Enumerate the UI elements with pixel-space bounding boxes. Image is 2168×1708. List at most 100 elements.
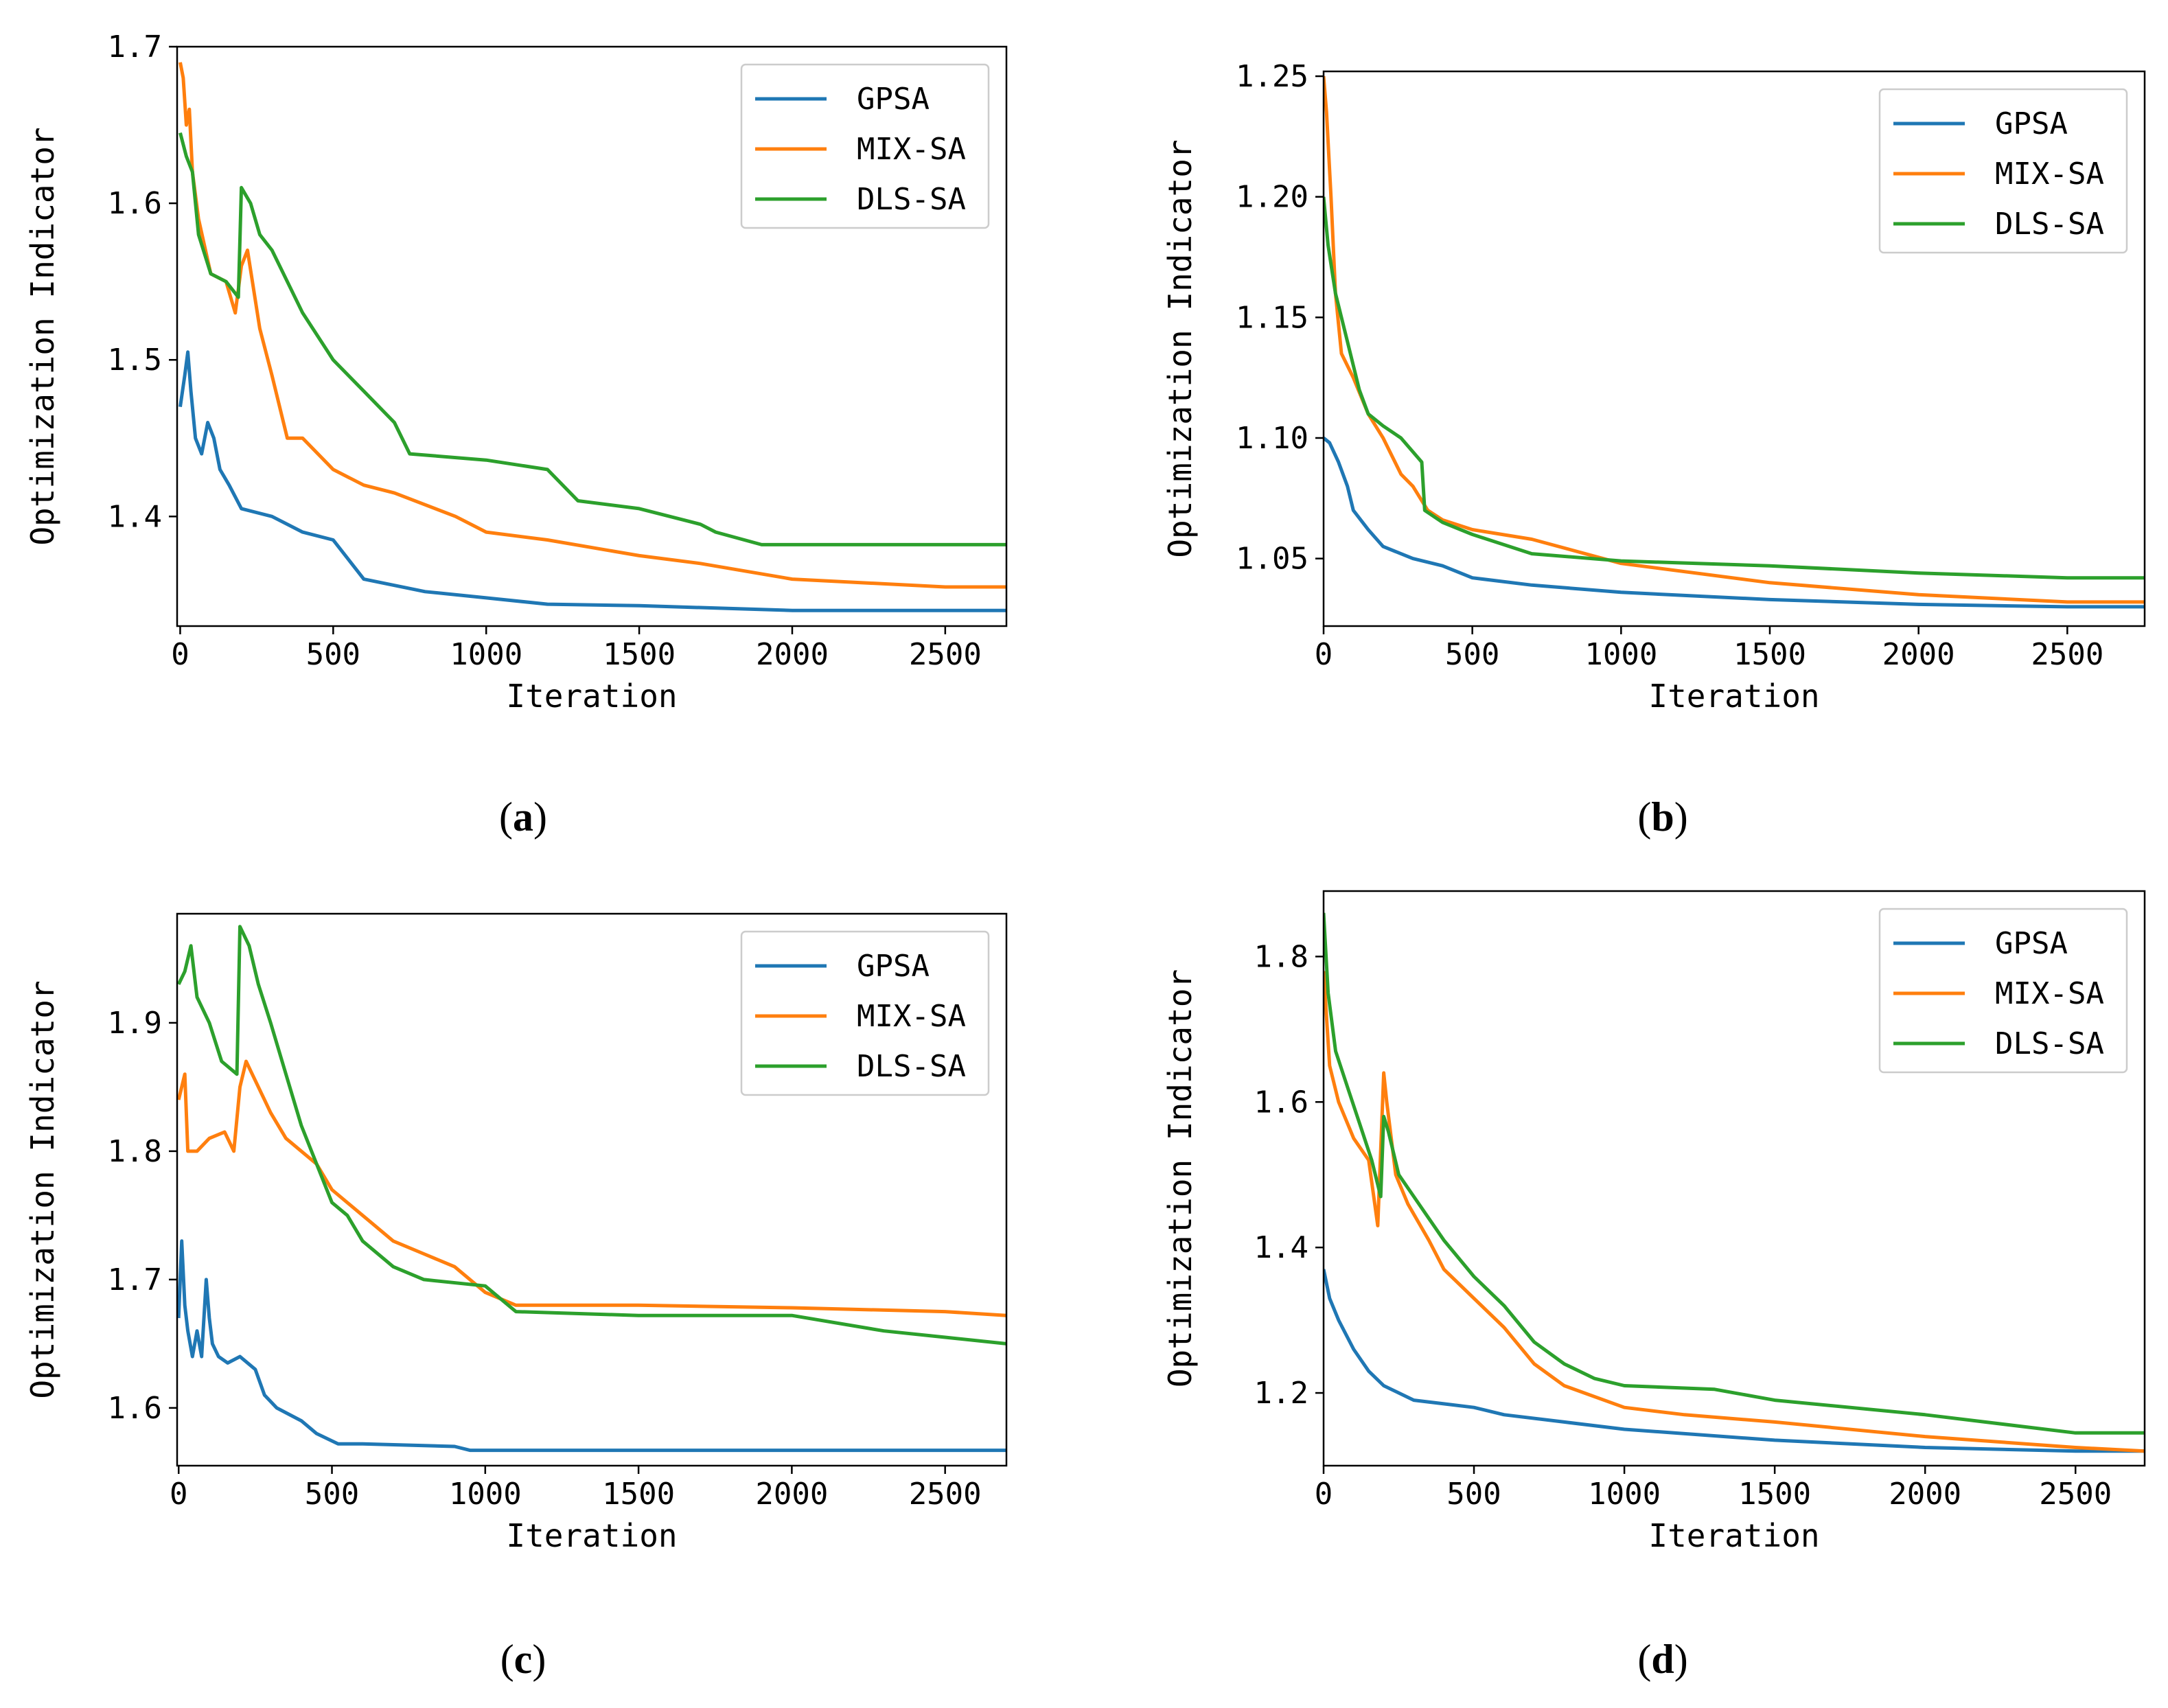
y-tick-label: 1.10	[1236, 421, 1308, 456]
axes-frame	[176, 45, 1008, 627]
x-tick-label: 0	[171, 637, 189, 672]
legend-box	[740, 63, 990, 229]
x-axis-title: Iteration	[1648, 1517, 1819, 1554]
y-tick-label: 1.4	[1254, 1230, 1308, 1265]
x-tick-label: 0	[1315, 637, 1333, 672]
legend-label: GPSA	[1995, 926, 2068, 961]
x-tick-label: 0	[170, 1477, 188, 1512]
legend-box	[740, 930, 990, 1096]
x-tick-label: 1500	[1738, 1477, 1811, 1512]
caption-close-paren: )	[1674, 1637, 1688, 1682]
y-axis-title: Optimization Indicator	[24, 980, 61, 1398]
panel-caption: (d)	[1637, 1637, 1687, 1682]
caption-open-paren: (	[500, 1637, 514, 1682]
y-axis-title: Optimization Indicator	[1162, 969, 1199, 1387]
series-line-gpsa	[178, 350, 1006, 612]
x-tick-label: 1500	[602, 1477, 675, 1512]
chart-panel-d: 0 500 1000 1500 2000 2500 1.2 1.4 1.6 1.8 Iteratio…	[1162, 890, 2146, 1682]
x-tick-label: 1000	[1584, 637, 1657, 672]
caption-letter: d	[1651, 1637, 1674, 1682]
y-tick-label: 1.20	[1236, 180, 1308, 215]
series-line-dls-sa	[1324, 912, 2145, 1435]
series-line-mix-sa	[177, 1059, 1006, 1317]
legend-label: DLS-SA	[857, 182, 966, 217]
x-tick-label: 2500	[2039, 1477, 2112, 1512]
x-tick-label: 1500	[1733, 637, 1806, 672]
y-tick-label: 1.7	[108, 1262, 162, 1297]
legend-label: DLS-SA	[1995, 207, 2104, 242]
y-tick-label: 1.4	[108, 499, 162, 534]
panel-caption: (c)	[500, 1637, 546, 1682]
legend-label: GPSA	[857, 82, 930, 117]
legend-label: MIX-SA	[857, 999, 966, 1034]
y-tick-label: 1.8	[108, 1134, 162, 1169]
y-tick-label: 1.9	[108, 1006, 162, 1041]
legend-label: MIX-SA	[1995, 157, 2104, 192]
y-axis-title: Optimization Indicator	[24, 127, 61, 545]
series-line-gpsa	[1324, 437, 2145, 609]
x-tick-label: 2500	[2031, 637, 2103, 672]
legend: GPSA MIX-SA DLS-SA	[740, 930, 990, 1096]
series-line-gpsa	[177, 1239, 1006, 1453]
legend: GPSA MIX-SA DLS-SA	[1878, 908, 2128, 1074]
panel-caption: (a)	[499, 794, 547, 840]
y-tick-label: 1.15	[1236, 300, 1308, 335]
x-tick-label: 500	[306, 637, 360, 672]
caption-close-paren: )	[533, 794, 547, 840]
series-line-dls-sa	[1324, 196, 2145, 580]
caption-open-paren: (	[499, 794, 513, 840]
chart-panel-a: 0 500 1000 1500 2000 2500 1.4 1.5 1.6 1.7 Iteratio…	[24, 30, 1008, 840]
legend: GPSA MIX-SA DLS-SA	[1878, 88, 2128, 254]
x-tick-label: 1000	[449, 1477, 522, 1512]
x-tick-label: 0	[1315, 1477, 1333, 1512]
y-tick-label: 1.7	[108, 30, 162, 65]
x-tick-label: 500	[1445, 637, 1499, 672]
caption-close-paren: )	[1674, 794, 1688, 840]
axes-frame	[176, 912, 1008, 1467]
caption-letter: a	[513, 794, 533, 840]
axes-frame	[1322, 70, 2146, 627]
y-tick-label: 1.2	[1254, 1376, 1308, 1411]
x-tick-label: 2000	[756, 637, 829, 672]
y-tick-label: 1.25	[1236, 59, 1308, 94]
caption-close-paren: )	[532, 1637, 546, 1682]
legend-label: MIX-SA	[857, 132, 966, 167]
y-tick-label: 1.6	[1254, 1085, 1308, 1120]
x-axis-title: Iteration	[506, 1517, 677, 1554]
legend-label: DLS-SA	[1995, 1026, 2104, 1061]
x-tick-label: 500	[1446, 1477, 1501, 1512]
y-tick-label: 1.6	[108, 186, 162, 221]
y-tick-label: 1.05	[1236, 542, 1308, 577]
x-tick-label: 1000	[1588, 1477, 1661, 1512]
chart-panel-b: 0 500 1000 1500 2000 2500 1.05 1.10 1.15 1.20 1.25…	[1162, 59, 2146, 840]
x-axis-title: Iteration	[1648, 678, 1819, 715]
legend-label: GPSA	[857, 949, 930, 984]
legend-box	[1878, 908, 2128, 1074]
x-tick-label: 2000	[755, 1477, 828, 1512]
x-tick-label: 2500	[909, 1477, 982, 1512]
legend-label: MIX-SA	[1995, 976, 2104, 1011]
legend-label: GPSA	[1995, 106, 2068, 141]
y-axis-title: Optimization Indicator	[1162, 139, 1199, 557]
series-line-gpsa	[1324, 1269, 2145, 1453]
chart-panel-c: 0 500 1000 1500 2000 2500 1.6 1.7 1.8 1.9 Iteratio…	[24, 912, 1008, 1682]
legend-box	[1878, 88, 2128, 254]
x-tick-label: 2000	[1889, 1477, 1961, 1512]
series-line-dls-sa	[177, 925, 1006, 1346]
x-tick-label: 1500	[603, 637, 676, 672]
panel-caption: (b)	[1637, 794, 1687, 840]
legend-label: DLS-SA	[857, 1049, 966, 1084]
y-tick-label: 1.8	[1254, 939, 1308, 974]
series-line-mix-sa	[1324, 971, 2145, 1453]
legend: GPSA MIX-SA DLS-SA	[740, 63, 990, 229]
y-tick-label: 1.6	[108, 1391, 162, 1426]
caption-open-paren: (	[1637, 1637, 1651, 1682]
x-tick-label: 2500	[909, 637, 982, 672]
x-axis-title: Iteration	[506, 678, 677, 715]
y-tick-label: 1.5	[108, 343, 162, 378]
series-line-dls-sa	[178, 132, 1006, 546]
x-tick-label: 2000	[1882, 637, 1955, 672]
x-tick-label: 500	[305, 1477, 359, 1512]
axes-frame	[1322, 890, 2146, 1467]
